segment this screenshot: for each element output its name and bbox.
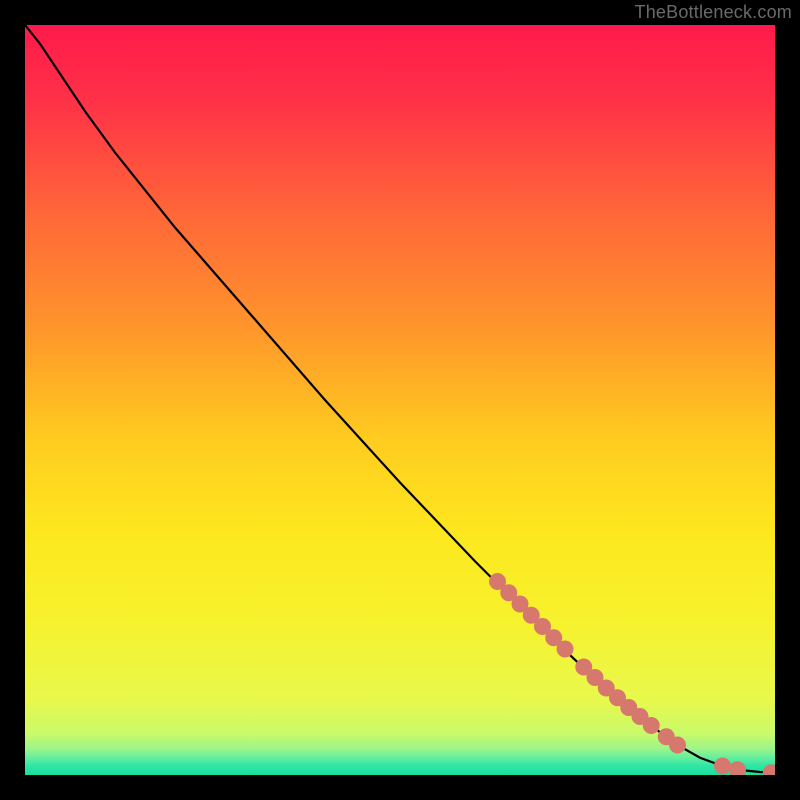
plot-area [25, 25, 775, 775]
attribution-label: TheBottleneck.com [635, 2, 792, 23]
data-marker [643, 717, 660, 734]
gradient-background [25, 25, 775, 775]
data-marker [714, 758, 731, 775]
data-marker [669, 737, 686, 754]
data-marker [557, 641, 574, 658]
bottleneck-chart [25, 25, 775, 775]
chart-container: TheBottleneck.com [0, 0, 800, 800]
